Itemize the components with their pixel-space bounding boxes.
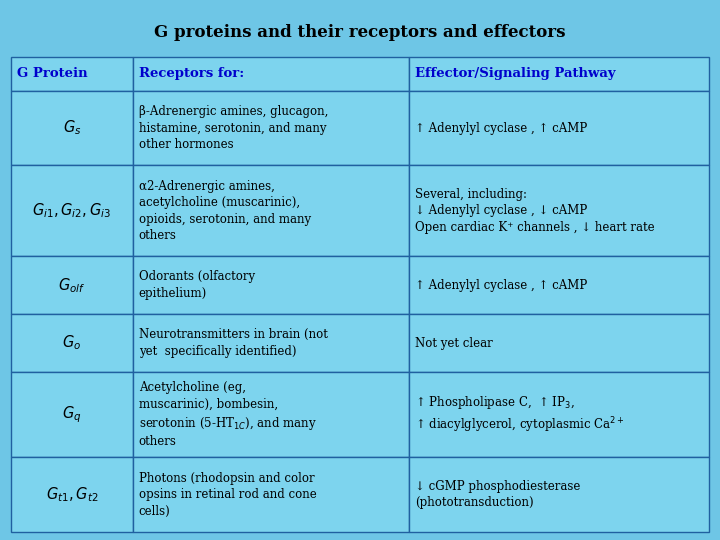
Text: ↓ cGMP phosphodiesterase
(phototransduction): ↓ cGMP phosphodiesterase (phototransduct… bbox=[415, 480, 580, 509]
Bar bbox=[133, 91, 409, 165]
Bar bbox=[11, 256, 133, 314]
Bar bbox=[409, 256, 709, 314]
Bar bbox=[409, 314, 709, 372]
Bar bbox=[11, 314, 133, 372]
Bar bbox=[11, 165, 133, 256]
Bar bbox=[409, 372, 709, 457]
Text: α2-Adrenergic amines,
acetylcholine (muscarinic),
opioids, serotonin, and many
o: α2-Adrenergic amines, acetylcholine (mus… bbox=[139, 179, 311, 242]
Text: Not yet clear: Not yet clear bbox=[415, 336, 492, 349]
Text: ↑ Phospholipase C,  ↑ IP$_3$,
↑ diacylglycerol, cytoplasmic Ca$^{2+}$: ↑ Phospholipase C, ↑ IP$_3$, ↑ diacylgly… bbox=[415, 394, 624, 435]
Text: Receptors for:: Receptors for: bbox=[139, 68, 244, 80]
Text: $G_o$: $G_o$ bbox=[63, 334, 81, 353]
Text: $G_{t1}, G_{t2}$: $G_{t1}, G_{t2}$ bbox=[45, 485, 98, 504]
Text: $G_q$: $G_q$ bbox=[62, 404, 81, 425]
Text: β-Adrenergic amines, glucagon,
histamine, serotonin, and many
other hormones: β-Adrenergic amines, glucagon, histamine… bbox=[139, 105, 328, 151]
Text: $G_{i1}, G_{i2}, G_{i3}$: $G_{i1}, G_{i2}, G_{i3}$ bbox=[32, 201, 112, 220]
Bar bbox=[409, 457, 709, 532]
Text: Effector/Signaling Pathway: Effector/Signaling Pathway bbox=[415, 68, 616, 80]
Text: Photons (rhodopsin and color
opsins in retinal rod and cone
cells): Photons (rhodopsin and color opsins in r… bbox=[139, 471, 317, 518]
Bar bbox=[409, 57, 709, 91]
Text: G Protein: G Protein bbox=[17, 68, 87, 80]
Bar bbox=[11, 91, 133, 165]
Bar bbox=[133, 314, 409, 372]
Bar bbox=[133, 256, 409, 314]
Bar bbox=[11, 457, 133, 532]
Text: G proteins and their receptors and effectors: G proteins and their receptors and effec… bbox=[154, 24, 566, 41]
Text: Odorants (olfactory
epithelium): Odorants (olfactory epithelium) bbox=[139, 271, 255, 300]
Text: ↑ Adenylyl cyclase , ↑ cAMP: ↑ Adenylyl cyclase , ↑ cAMP bbox=[415, 279, 587, 292]
Bar bbox=[133, 165, 409, 256]
Bar bbox=[11, 57, 133, 91]
Text: $G_s$: $G_s$ bbox=[63, 119, 81, 138]
Text: Neurotransmitters in brain (not
yet  specifically identified): Neurotransmitters in brain (not yet spec… bbox=[139, 328, 328, 358]
Bar bbox=[11, 372, 133, 457]
Text: Several, including:
↓ Adenylyl cyclase , ↓ cAMP
Open cardiac K⁺ channels , ↓ hea: Several, including: ↓ Adenylyl cyclase ,… bbox=[415, 188, 654, 234]
Bar bbox=[133, 372, 409, 457]
Bar bbox=[409, 91, 709, 165]
Text: $G_{olf}$: $G_{olf}$ bbox=[58, 276, 86, 294]
Bar bbox=[409, 165, 709, 256]
Text: Acetylcholine (eg,
muscarinic), bombesin,
serotonin (5-HT$_{1C}$), and many
othe: Acetylcholine (eg, muscarinic), bombesin… bbox=[139, 381, 317, 448]
Bar bbox=[133, 57, 409, 91]
Text: ↑ Adenylyl cyclase , ↑ cAMP: ↑ Adenylyl cyclase , ↑ cAMP bbox=[415, 122, 587, 134]
Bar bbox=[133, 457, 409, 532]
